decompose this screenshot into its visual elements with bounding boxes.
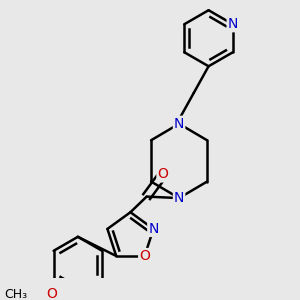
Text: N: N	[174, 117, 184, 131]
Text: N: N	[148, 222, 159, 236]
Text: O: O	[139, 249, 150, 263]
Text: N: N	[228, 17, 238, 31]
Text: CH₃: CH₃	[4, 288, 28, 300]
Text: O: O	[158, 167, 168, 182]
Text: O: O	[46, 287, 57, 300]
Text: N: N	[174, 191, 184, 205]
